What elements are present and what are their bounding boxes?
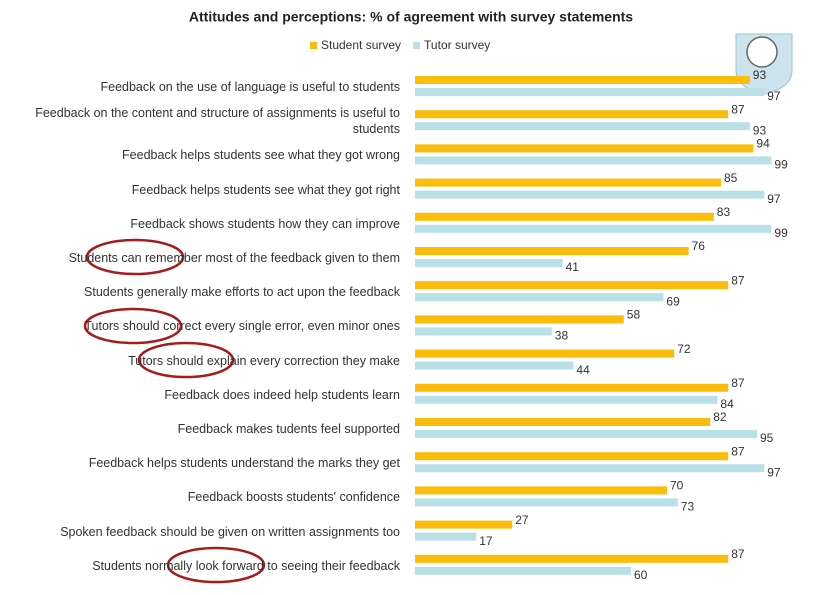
- value-label: 87: [731, 273, 745, 287]
- highlight-ellipse: [166, 546, 266, 584]
- value-label: 97: [767, 89, 781, 103]
- bar: [415, 520, 513, 529]
- value-label: 58: [627, 308, 641, 322]
- bar: [415, 293, 664, 302]
- value-label: 72: [677, 342, 691, 356]
- value-label: 99: [774, 158, 788, 172]
- bar: [415, 178, 721, 187]
- legend-label: Student survey: [321, 38, 401, 52]
- value-label: 93: [753, 123, 767, 137]
- value-label: 93: [753, 68, 767, 82]
- bar: [415, 452, 729, 461]
- bar: [415, 327, 552, 336]
- highlight-ellipse: [85, 238, 185, 276]
- bar: [415, 76, 750, 84]
- category-label: Students generally make efforts to act u…: [84, 285, 400, 300]
- value-label: 85: [724, 171, 738, 185]
- value-label: 41: [566, 260, 580, 274]
- category-label: Feedback helps students understand the m…: [88, 456, 400, 471]
- value-label: 73: [681, 500, 695, 514]
- chart-title: Attitudes and perceptions: % of agreemen…: [189, 9, 633, 25]
- bar: [415, 395, 718, 404]
- value-label: 87: [731, 444, 745, 458]
- bar: [415, 259, 563, 267]
- bar: [415, 224, 772, 233]
- category-label: Tutors should correct every single error…: [84, 319, 400, 334]
- category-label: Students normally look forward to seeing…: [92, 558, 400, 573]
- bar: [415, 212, 714, 221]
- logo: [735, 33, 793, 95]
- bar: [415, 418, 711, 426]
- annotations: [83, 238, 266, 584]
- value-label: 60: [634, 568, 648, 582]
- value-label: 94: [756, 137, 770, 151]
- logo-circle: [746, 36, 778, 68]
- bar: [415, 122, 750, 131]
- bar: [415, 156, 772, 165]
- bar: [415, 486, 667, 495]
- value-label: 38: [555, 329, 569, 343]
- bar: [415, 190, 765, 199]
- category-label: Feedback on the content and structure of…: [35, 106, 400, 137]
- bar: [415, 532, 477, 541]
- value-label: 95: [760, 431, 774, 445]
- bar: [415, 498, 678, 507]
- bar: [415, 430, 757, 438]
- category-label: Feedback makes tudents feel supported: [177, 422, 400, 436]
- category-label: Feedback boosts students' confidence: [187, 490, 400, 505]
- highlight-ellipse: [83, 307, 183, 345]
- bar: [415, 383, 729, 392]
- value-label: 44: [576, 363, 590, 377]
- highlight-ellipse: [137, 341, 235, 379]
- category-label: Spoken feedback should be given on writt…: [60, 524, 400, 539]
- value-label: 84: [720, 397, 734, 411]
- bar: [415, 110, 729, 119]
- category-label: Feedback on the use of language is usefu…: [100, 80, 400, 94]
- bar: [415, 554, 729, 563]
- bar: [415, 464, 765, 473]
- bar: [415, 144, 754, 153]
- category-label: Feedback helps students see what they go…: [131, 182, 400, 197]
- bar: [415, 281, 729, 290]
- value-label: 97: [767, 192, 781, 206]
- value-label: 97: [767, 465, 781, 479]
- value-label: 27: [515, 513, 529, 527]
- category-label: Feedback does indeed help students learn: [164, 387, 400, 402]
- bar: [415, 349, 675, 358]
- category-label: Students can remember most of the feedba…: [68, 251, 400, 265]
- legend-swatch: [310, 42, 317, 49]
- value-label: 76: [692, 239, 706, 253]
- category-label: Feedback shows students how they can imp…: [130, 216, 400, 231]
- category-label: Tutors should explain every correction t…: [128, 353, 400, 368]
- bar: [415, 88, 765, 96]
- legend-label: Tutor survey: [424, 38, 490, 52]
- bar: [415, 566, 631, 575]
- value-label: 83: [717, 205, 731, 219]
- bar: [415, 247, 689, 255]
- value-label: 70: [670, 479, 684, 493]
- value-label: 87: [731, 102, 745, 116]
- legend-swatch: [413, 42, 421, 49]
- category-label: Feedback helps students see what they go…: [122, 148, 400, 163]
- bar: [415, 315, 624, 324]
- value-label: 69: [666, 294, 680, 308]
- bar: [415, 361, 574, 370]
- value-label: 87: [731, 376, 745, 390]
- value-label: 82: [713, 410, 727, 424]
- value-label: 87: [731, 547, 745, 561]
- value-label: 17: [479, 534, 493, 548]
- value-label: 99: [774, 226, 788, 240]
